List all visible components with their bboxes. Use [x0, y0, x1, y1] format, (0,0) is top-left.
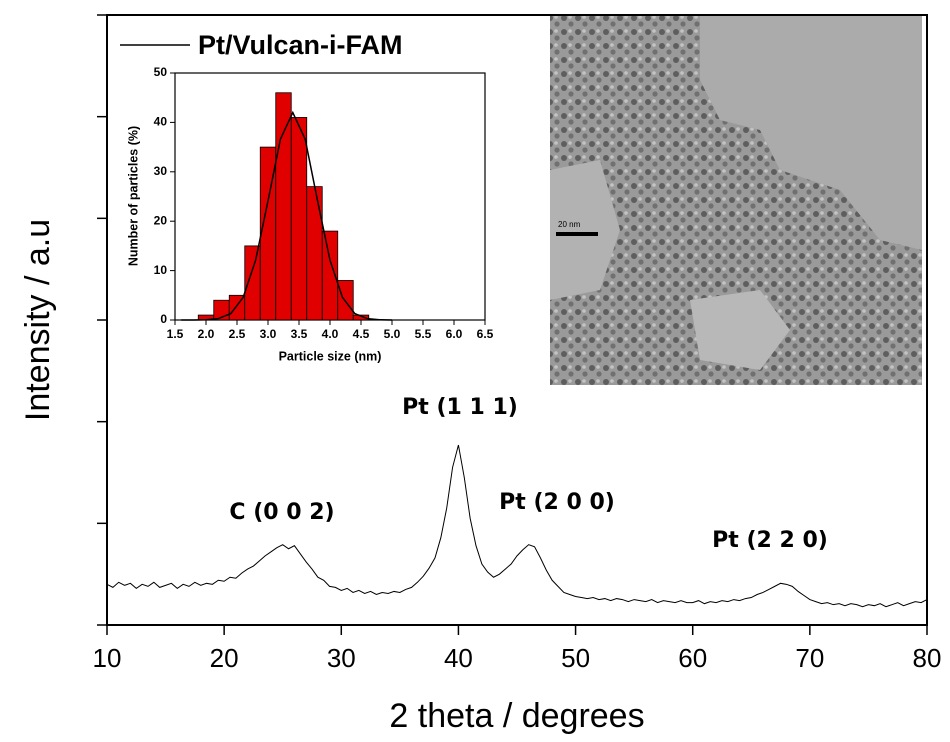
scale-bar-label: 20 nm — [558, 220, 581, 229]
x-tick-label: 60 — [678, 643, 707, 673]
x-tick-label: 5.5 — [415, 327, 432, 341]
x-tick-label: 20 — [210, 643, 239, 673]
inset-x-axis-label: Particle size (nm) — [279, 349, 382, 363]
x-tick-label: 70 — [795, 643, 824, 673]
x-tick-label: 2.0 — [198, 327, 215, 341]
tem-image: 20 nm — [550, 15, 922, 385]
peak-annotation: Pt (2 2 0) — [712, 528, 828, 553]
y-tick-label: 30 — [154, 164, 168, 178]
histogram-bar — [306, 186, 323, 321]
y-tick-label: 0 — [160, 312, 167, 326]
x-tick-label: 6.0 — [446, 327, 463, 341]
y-tick-label: 20 — [154, 213, 168, 227]
scale-bar — [556, 232, 598, 236]
x-tick-label: 5.0 — [384, 327, 401, 341]
x-tick-label: 3.5 — [291, 327, 308, 341]
histogram-bar — [275, 92, 292, 321]
x-tick-label: 4.0 — [322, 327, 339, 341]
inset-y-axis-label: Number of particles (%) — [126, 126, 140, 266]
tem-hole — [690, 290, 790, 370]
x-axis-label: 2 theta / degrees — [389, 697, 644, 735]
peak-annotation: Pt (1 1 1) — [402, 395, 518, 420]
peak-annotation: Pt (2 0 0) — [499, 490, 615, 515]
x-tick-label: 6.5 — [477, 327, 494, 341]
x-tick-label: 4.5 — [353, 327, 370, 341]
x-tick-label: 1.5 — [167, 327, 184, 341]
x-tick-label: 3.0 — [260, 327, 277, 341]
y-tick-label: 40 — [154, 115, 168, 129]
tem-hole — [700, 15, 922, 250]
y-tick-label: 10 — [154, 263, 168, 277]
x-tick-label: 10 — [93, 643, 122, 673]
legend-label: Pt/Vulcan-i-FAM — [198, 30, 403, 60]
y-axis-label: Intensity / a.u — [19, 219, 57, 421]
histogram-bar — [290, 117, 308, 321]
peak-annotation: C (0 0 2) — [229, 500, 334, 525]
histogram-bar — [244, 245, 261, 321]
xrd-line — [106, 444, 928, 608]
y-tick-label: 50 — [154, 65, 168, 79]
x-tick-label: 80 — [913, 643, 942, 673]
x-tick-label: 50 — [561, 643, 590, 673]
x-tick-label: 40 — [444, 643, 473, 673]
tem-hole — [550, 160, 620, 300]
x-tick-label: 30 — [327, 643, 356, 673]
fit-curve — [181, 110, 393, 321]
x-tick-label: 2.5 — [229, 327, 246, 341]
